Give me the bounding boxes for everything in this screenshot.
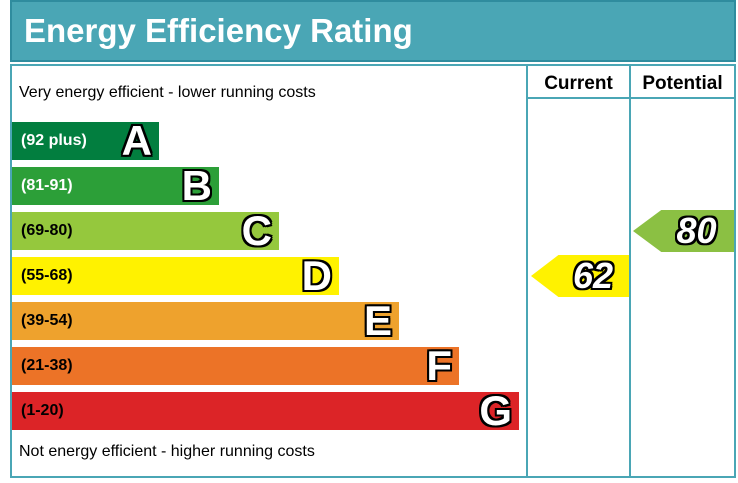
band-range-label: (92 plus) (21, 132, 87, 149)
band-range-label: (55-68) (21, 267, 73, 284)
current-rating-arrow: 62 (531, 255, 629, 297)
column-header-current: Current (544, 73, 613, 94)
band-a: (92 plus) A (12, 117, 159, 164)
band-range-label: (69-80) (21, 222, 73, 239)
band-e: (39-54) E (12, 297, 399, 344)
band-range-label: (39-54) (21, 312, 73, 329)
divider-left-of-current-column (526, 66, 528, 476)
band-range-label: (21-38) (21, 357, 73, 374)
band-b: (81-91) B (12, 162, 219, 209)
band-d: (55-68) D (12, 252, 339, 299)
title-bar: Energy Efficiency Rating (10, 0, 736, 62)
caption-not-efficient: Not energy efficient - higher running co… (19, 443, 315, 460)
band-letter: B (181, 162, 212, 209)
band-letter: F (426, 342, 452, 389)
potential-rating-arrow: 80 (633, 210, 734, 252)
band-letter: E (363, 297, 392, 344)
band-letter: A (121, 117, 152, 164)
caption-very-efficient: Very energy efficient - lower running co… (19, 84, 316, 101)
rating-table-frame: Current Potential Very energy efficient … (10, 64, 736, 478)
band-g: (1-20) G (12, 387, 519, 434)
band-range-label: (81-91) (21, 177, 73, 194)
header-divider-line (526, 97, 734, 99)
current-rating-value: 62 (572, 255, 614, 296)
page-title: Energy Efficiency Rating (24, 12, 413, 49)
band-letter: G (479, 387, 512, 434)
band-c: (69-80) C (12, 207, 279, 254)
column-header-potential: Potential (642, 73, 723, 94)
band-letter: D (301, 252, 332, 299)
band-range-label: (1-20) (21, 402, 64, 419)
band-letter: C (241, 207, 272, 254)
potential-rating-value: 80 (676, 210, 717, 251)
divider-left-of-potential-column (629, 66, 631, 476)
band-f: (21-38) F (12, 342, 459, 389)
